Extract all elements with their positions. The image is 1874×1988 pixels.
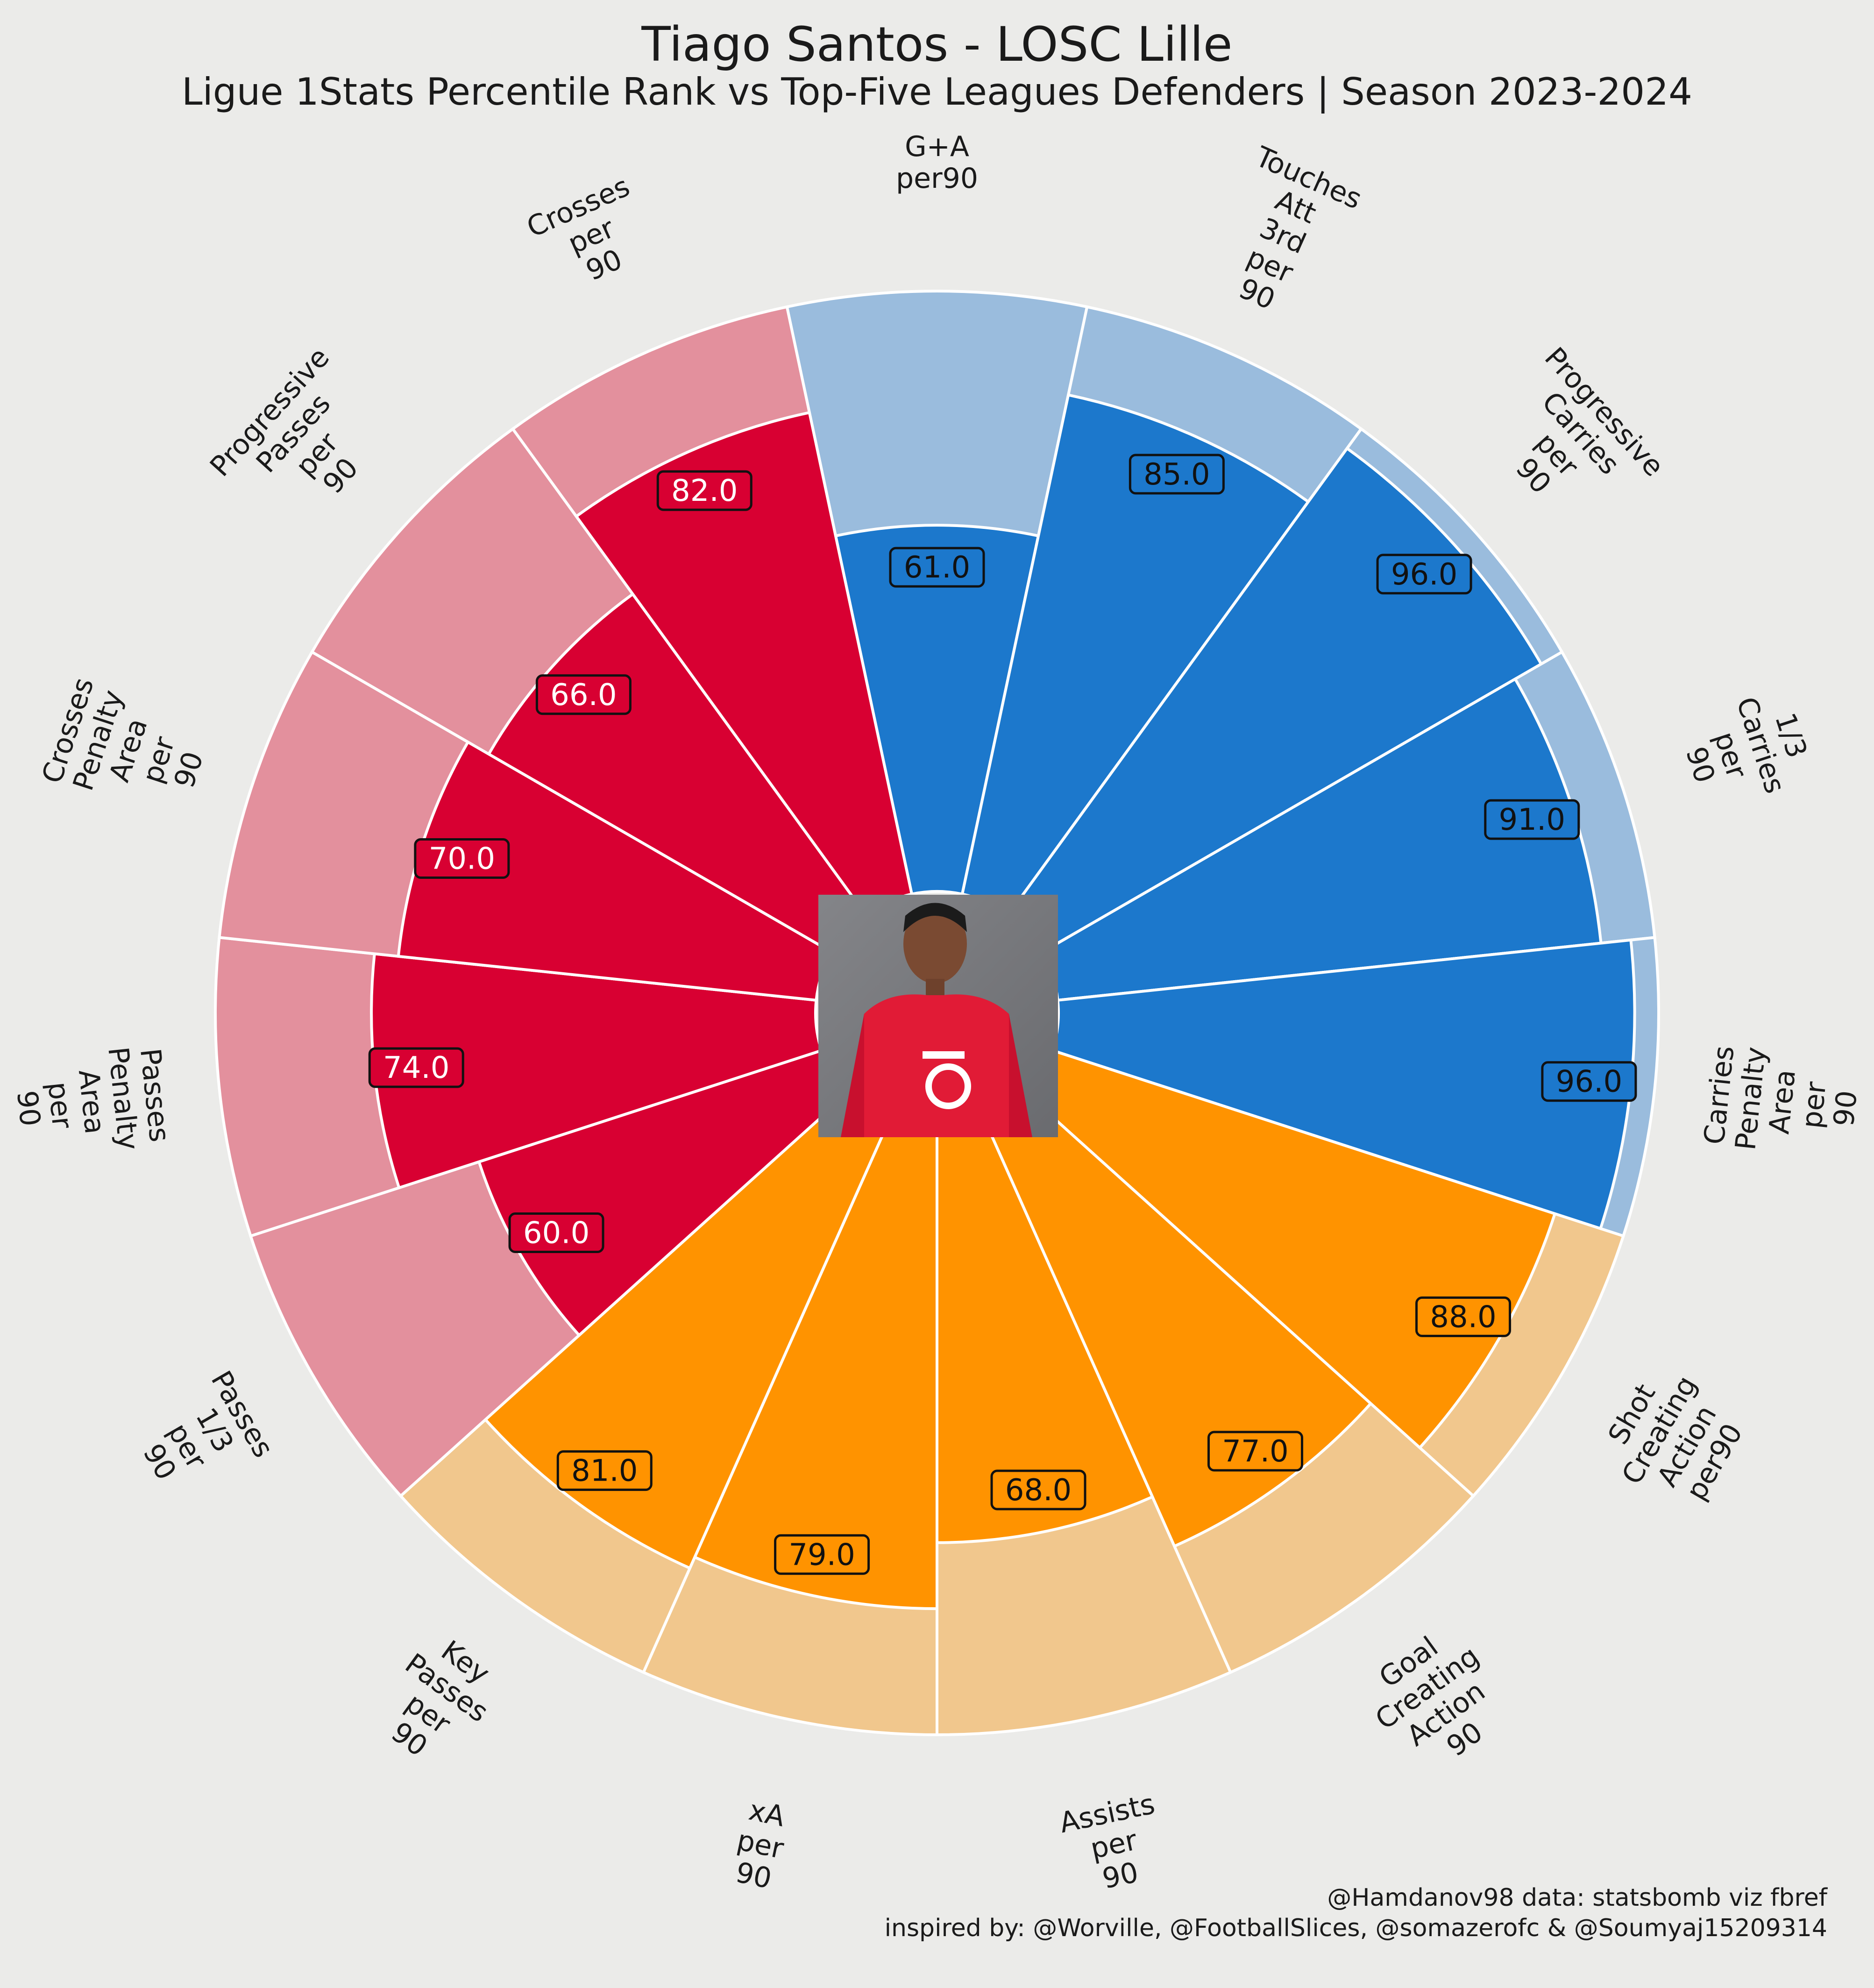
value-badge bbox=[535, 674, 632, 715]
value-badge bbox=[1541, 1061, 1637, 1102]
value-label: 81.0 bbox=[571, 1454, 638, 1489]
svg-text:Crossesper90: Crossesper90 bbox=[522, 170, 660, 302]
category-label: Crossesper90 bbox=[522, 170, 660, 302]
value-label: 85.0 bbox=[1143, 457, 1210, 492]
value-badge bbox=[414, 838, 510, 879]
value-label: 68.0 bbox=[1005, 1473, 1072, 1508]
category-label: CarriesPenaltyAreaper90 bbox=[1697, 1042, 1867, 1161]
value-badge bbox=[889, 547, 985, 588]
credits: @Hamdanov98 data: statsbomb viz fbref in… bbox=[885, 1883, 1827, 1944]
svg-text:ProgressivePassesper90: ProgressivePassesper90 bbox=[204, 341, 407, 547]
value-label: 96.0 bbox=[1391, 557, 1458, 592]
svg-text:xAper90: xAper90 bbox=[727, 1793, 793, 1896]
svg-text:GoalCreatingAction90: GoalCreatingAction90 bbox=[1351, 1614, 1523, 1788]
category-label: Passes1/3per90 bbox=[122, 1365, 280, 1511]
category-label: G+A per90 bbox=[896, 130, 978, 195]
value-label: 77.0 bbox=[1222, 1434, 1289, 1469]
svg-text:1/3Carriesper90: 1/3Carriesper90 bbox=[1669, 684, 1822, 817]
value-badge bbox=[1376, 554, 1472, 595]
svg-text:PassesPenaltyAreaper90: PassesPenaltyAreaper90 bbox=[7, 1042, 176, 1161]
credits-line-1: @Hamdanov98 data: statsbomb viz fbref bbox=[1327, 1884, 1827, 1912]
value-badge bbox=[1207, 1431, 1304, 1472]
player-photo bbox=[818, 895, 1058, 1137]
svg-text:Passes1/3per90: Passes1/3per90 bbox=[122, 1365, 280, 1511]
value-label: 66.0 bbox=[550, 678, 617, 713]
value-badge bbox=[1415, 1296, 1512, 1337]
value-label: 82.0 bbox=[671, 474, 738, 508]
value-badge bbox=[1129, 454, 1225, 495]
category-label: KeyPassesper90 bbox=[362, 1622, 513, 1781]
category-label: 1/3Carriesper90 bbox=[1669, 684, 1822, 817]
value-label: 60.0 bbox=[523, 1216, 590, 1251]
value-label: 79.0 bbox=[788, 1538, 855, 1572]
segment-bar bbox=[370, 952, 823, 1190]
value-badge bbox=[368, 1047, 464, 1088]
svg-text:ProgressiveCarriesper90: ProgressiveCarriesper90 bbox=[1467, 341, 1670, 547]
category-label: xAper90 bbox=[727, 1793, 793, 1896]
category-label: ProgressiveCarriesper90 bbox=[1467, 341, 1670, 547]
svg-text:G+Aper90: G+A per90 bbox=[896, 130, 978, 195]
segments-layer: 61.0 85.0 96.0 91.0 96.0 88.0 77.0 68.0 79.0 81.0… bbox=[214, 290, 1661, 1737]
value-label: 70.0 bbox=[429, 842, 496, 876]
svg-text:TouchesAtt3rdper90: TouchesAtt3rdper90 bbox=[1199, 140, 1367, 332]
value-label: 91.0 bbox=[1499, 803, 1566, 837]
value-badge bbox=[508, 1212, 604, 1253]
svg-text:ShotCreatingActionper90: ShotCreatingActionper90 bbox=[1588, 1354, 1759, 1522]
value-badge bbox=[774, 1534, 870, 1575]
chart-subtitle: Ligue 1Stats Percentile Rank vs Top-Five… bbox=[182, 70, 1692, 114]
category-label: PassesPenaltyAreaper90 bbox=[7, 1042, 176, 1161]
chart-title: Tiago Santos - LOSC Lille bbox=[641, 17, 1233, 72]
segment-bar bbox=[834, 524, 1040, 896]
value-label: 96.0 bbox=[1556, 1065, 1623, 1099]
category-label: ProgressivePassesper90 bbox=[204, 341, 407, 547]
category-label: ShotCreatingActionper90 bbox=[1588, 1354, 1759, 1522]
svg-text:CrossesPenaltyAreaper90: CrossesPenaltyAreaper90 bbox=[35, 674, 221, 827]
value-label: 61.0 bbox=[904, 550, 971, 585]
value-badge bbox=[556, 1450, 653, 1491]
svg-text:KeyPassesper90: KeyPassesper90 bbox=[362, 1622, 513, 1781]
value-label: 74.0 bbox=[383, 1051, 450, 1085]
value-label: 88.0 bbox=[1430, 1300, 1497, 1334]
value-badge bbox=[1484, 799, 1580, 840]
category-label: TouchesAtt3rdper90 bbox=[1199, 140, 1367, 332]
svg-text:CarriesPenaltyAreaper90: CarriesPenaltyAreaper90 bbox=[1697, 1042, 1867, 1161]
category-label: CrossesPenaltyAreaper90 bbox=[35, 674, 221, 827]
value-badge bbox=[656, 470, 752, 511]
value-badge bbox=[990, 1469, 1086, 1511]
category-label: GoalCreatingAction90 bbox=[1351, 1614, 1523, 1788]
credits-line-2: inspired by: @Worville, @FootballSlices,… bbox=[884, 1914, 1827, 1942]
